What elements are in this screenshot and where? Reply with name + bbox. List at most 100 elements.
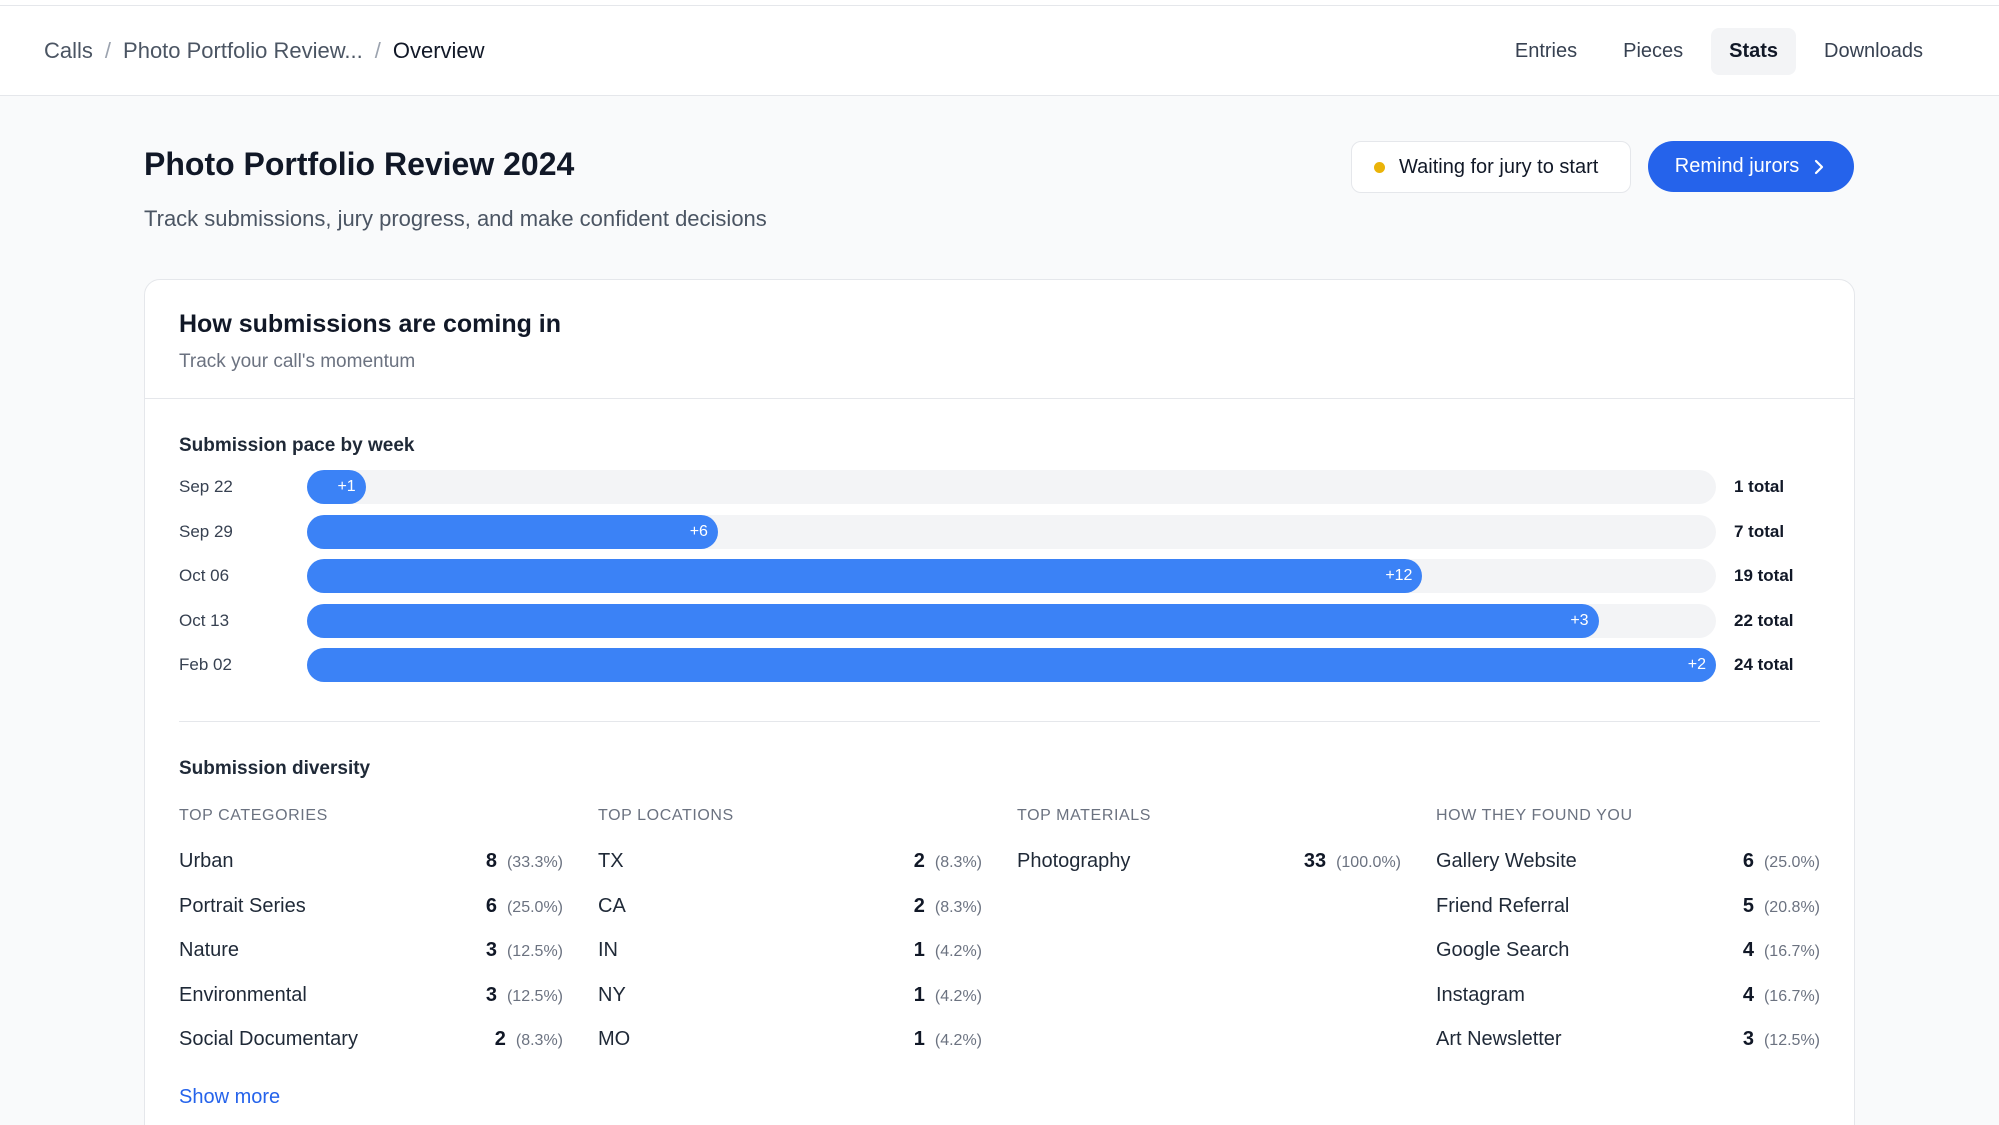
list-item-value: 6 (25.0%) bbox=[1743, 847, 1820, 877]
list-item: Art Newsletter 3 (12.5%) bbox=[1436, 1025, 1820, 1070]
pace-total-label: 1 total bbox=[1734, 477, 1785, 496]
list-item-percent: (4.2%) bbox=[934, 943, 982, 960]
pace-week-label: Sep 22 bbox=[179, 477, 233, 496]
pace-row: Sep 29 +6 7 total bbox=[179, 514, 1839, 549]
list-item-count: 3 bbox=[1742, 1028, 1754, 1050]
pace-bar-delta: +2 bbox=[1687, 656, 1706, 673]
list-item-name: Urban bbox=[179, 850, 234, 872]
remind-jurors-button[interactable]: Remind jurors bbox=[1648, 141, 1854, 192]
breadcrumb-separator: / bbox=[374, 38, 381, 63]
list-item-count: 1 bbox=[913, 983, 925, 1006]
pace-total-label: 22 total bbox=[1734, 610, 1794, 630]
list-item-value: 1 (4.2%) bbox=[914, 981, 982, 1011]
list-item-count: 6 bbox=[1742, 850, 1754, 872]
list-item-percent: (16.7%) bbox=[1763, 943, 1820, 960]
top-categories-column: Top categories Urban 8 (33.3%) Portrait Ser… bbox=[179, 807, 563, 1070]
list-item: Nature 3 (12.5%) bbox=[179, 936, 563, 981]
list-item-percent: (25.0%) bbox=[1763, 854, 1820, 871]
list-item-name: Friend Referral bbox=[1436, 894, 1570, 917]
tab-stats[interactable]: Stats bbox=[1711, 27, 1797, 75]
list-item: Photography 33 (100.0%) bbox=[1017, 847, 1401, 892]
breadcrumb-call[interactable]: Photo Portfolio Review... bbox=[123, 38, 363, 63]
column-heading: How they found you bbox=[1436, 807, 1633, 824]
list-item-percent: (4.2%) bbox=[934, 987, 982, 1005]
list-item-count: 1 bbox=[913, 1028, 925, 1050]
section-tabs: Entries Pieces Stats Downloads bbox=[1497, 6, 1941, 96]
list-item: NY 1 (4.2%) bbox=[598, 981, 982, 1026]
section-divider bbox=[179, 721, 1820, 722]
list-item: Portrait Series 6 (25.0%) bbox=[179, 892, 563, 937]
list-item-percent: (12.5%) bbox=[506, 987, 563, 1005]
pace-week-label: Oct 06 bbox=[179, 566, 230, 585]
list-item-count: 5 bbox=[1742, 894, 1754, 917]
status-label: Waiting for jury to start bbox=[1399, 155, 1599, 178]
pace-bar-track: +1 bbox=[307, 470, 1716, 504]
pace-bar: +6 bbox=[307, 514, 718, 549]
top-edge bbox=[0, 0, 1999, 6]
pace-bar-delta: +6 bbox=[689, 522, 708, 540]
tab-entries[interactable]: Entries bbox=[1514, 39, 1578, 62]
list-item-value: 2 (8.3%) bbox=[914, 847, 982, 877]
list-item-name: IN bbox=[598, 939, 618, 961]
remind-jurors-label: Remind jurors bbox=[1674, 155, 1800, 177]
chevron-right-icon bbox=[1815, 159, 1824, 174]
list-item-percent: (16.7%) bbox=[1763, 987, 1820, 1005]
list-item-count: 8 bbox=[485, 850, 497, 872]
list-item-name: Nature bbox=[179, 939, 240, 961]
status-badge: Waiting for jury to start bbox=[1351, 141, 1631, 193]
list-item: Google Search 4 (16.7%) bbox=[1436, 936, 1820, 981]
list-item: CA 2 (8.3%) bbox=[598, 892, 982, 937]
list-item-name: Art Newsletter bbox=[1436, 1028, 1562, 1050]
list-item-count: 4 bbox=[1742, 983, 1754, 1006]
show-more-link[interactable]: Show more bbox=[179, 1086, 281, 1108]
list-item-name: Gallery Website bbox=[1436, 850, 1577, 872]
card-header: How submissions are coming in Track your… bbox=[145, 280, 1854, 399]
page-title: Photo Portfolio Review 2024 bbox=[144, 146, 575, 182]
pace-bar: +1 bbox=[307, 470, 366, 504]
list-item-percent: (4.2%) bbox=[934, 1032, 982, 1049]
list-item-count: 3 bbox=[485, 939, 497, 961]
list-item-name: TX bbox=[598, 850, 624, 872]
list-item-name: NY bbox=[598, 983, 626, 1006]
list-item-name: CA bbox=[598, 894, 626, 917]
list-item-percent: (8.3%) bbox=[934, 898, 982, 916]
app-header: Calls / Photo Portfolio Review... / Over… bbox=[0, 6, 1999, 96]
list-item-count: 33 bbox=[1303, 850, 1327, 872]
list-item-percent: (8.3%) bbox=[515, 1032, 563, 1049]
column-heading: Top locations bbox=[598, 807, 734, 824]
breadcrumb-calls[interactable]: Calls bbox=[44, 38, 93, 63]
list-item-percent: (20.8%) bbox=[1763, 898, 1820, 916]
pace-row: Feb 02 +2 24 total bbox=[179, 648, 1839, 682]
list-item-percent: (33.3%) bbox=[506, 854, 563, 871]
list-item-name: Portrait Series bbox=[179, 894, 306, 917]
list-item-name: Photography bbox=[1017, 850, 1131, 872]
list-item-value: 3 (12.5%) bbox=[486, 936, 563, 966]
pace-total-label: 19 total bbox=[1734, 566, 1794, 585]
list-item-value: 2 (8.3%) bbox=[914, 892, 982, 922]
list-item: IN 1 (4.2%) bbox=[598, 936, 982, 981]
breadcrumb: Calls / Photo Portfolio Review... / Over… bbox=[44, 6, 485, 96]
list-item: Environmental 3 (12.5%) bbox=[179, 981, 563, 1026]
tab-pieces[interactable]: Pieces bbox=[1623, 39, 1684, 62]
list-item-value: 8 (33.3%) bbox=[486, 847, 563, 877]
pace-bar: +2 bbox=[307, 648, 1716, 682]
pace-bar-track: +3 bbox=[307, 603, 1716, 638]
pace-bar-delta: +3 bbox=[1570, 611, 1589, 629]
pace-bar: +12 bbox=[307, 559, 1423, 593]
referral-sources-column: How they found you Gallery Website 6 (25.0… bbox=[1436, 807, 1820, 1070]
top-locations-column: Top locations TX 2 (8.3%) CA 2 (8.3%) IN 1 (4.2%… bbox=[598, 807, 982, 1070]
list-item-count: 2 bbox=[913, 894, 925, 917]
list-item-name: MO bbox=[598, 1028, 631, 1050]
list-item-name: Instagram bbox=[1436, 983, 1525, 1006]
pace-week-label: Oct 13 bbox=[179, 610, 230, 630]
pace-bar-track: +2 bbox=[307, 648, 1716, 682]
list-item-value: 4 (16.7%) bbox=[1743, 936, 1820, 966]
list-item-percent: (12.5%) bbox=[1763, 1032, 1820, 1049]
card-subtitle: Track your call's momentum bbox=[179, 351, 416, 372]
list-item: Urban 8 (33.3%) bbox=[179, 847, 563, 892]
list-item-percent: (8.3%) bbox=[934, 854, 982, 871]
tab-downloads[interactable]: Downloads bbox=[1824, 39, 1923, 62]
breadcrumb-current: Overview bbox=[392, 38, 485, 63]
pace-bar: +3 bbox=[307, 603, 1599, 638]
list-item-count: 3 bbox=[485, 983, 497, 1006]
